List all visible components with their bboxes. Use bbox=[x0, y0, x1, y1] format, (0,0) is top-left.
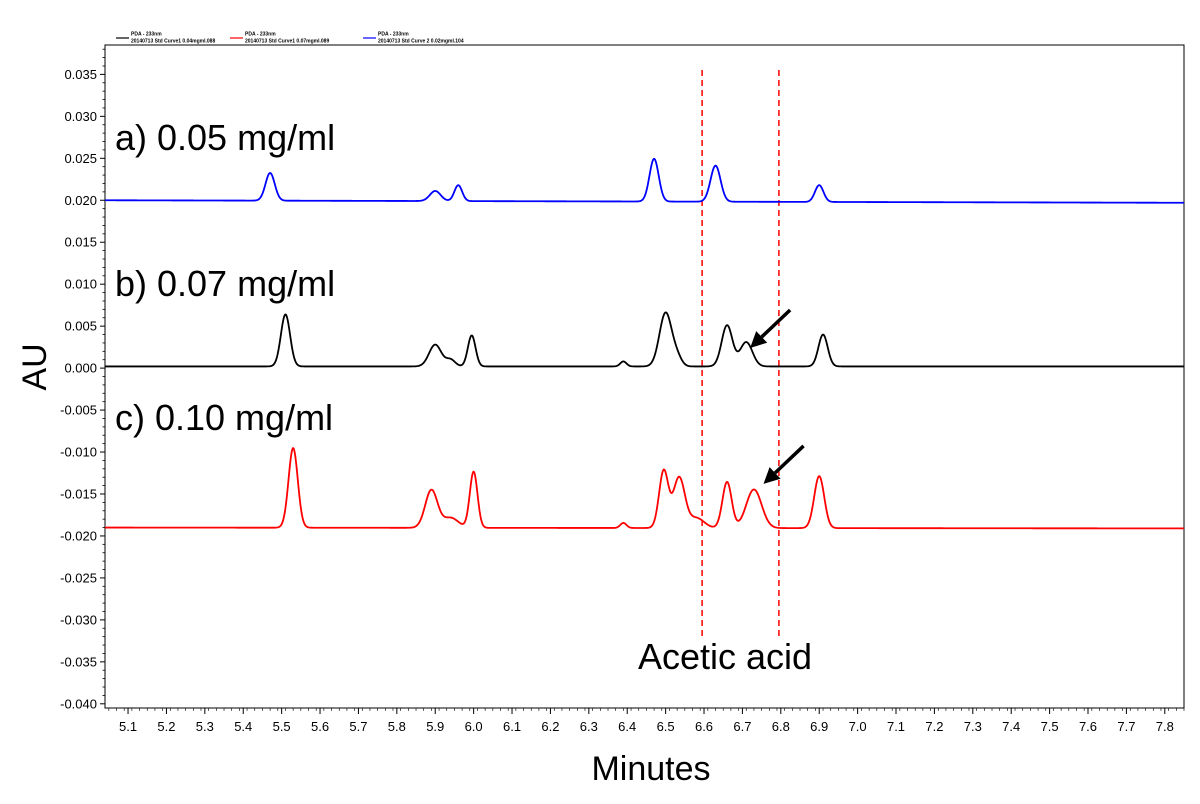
x-tick-label: 7.0 bbox=[849, 719, 867, 734]
y-tick-label: 0.005 bbox=[64, 319, 97, 334]
reference-lines bbox=[701, 70, 780, 638]
legend-entry-title: PDA - 233nm bbox=[378, 32, 409, 38]
x-tick-label: 7.8 bbox=[1156, 719, 1174, 734]
y-tick-label: 0.035 bbox=[64, 67, 97, 82]
x-tick-label: 7.7 bbox=[1117, 719, 1135, 734]
x-tick-label: 5.4 bbox=[234, 719, 252, 734]
x-tick-label: 6.5 bbox=[657, 719, 675, 734]
x-axis-title: Minutes bbox=[591, 750, 710, 788]
x-tick-label: 5.6 bbox=[311, 719, 329, 734]
annotation-arrow-shaft bbox=[773, 444, 805, 475]
legend-entry-title: PDA - 233nm bbox=[131, 32, 162, 38]
series-layer bbox=[104, 157, 1185, 530]
x-tick-label: 7.3 bbox=[964, 719, 982, 734]
x-tick-label: 6.9 bbox=[810, 719, 828, 734]
x-tick-label: 6.4 bbox=[618, 719, 636, 734]
annotation-arrow-head bbox=[763, 467, 781, 484]
series-line-1 bbox=[104, 311, 1185, 368]
y-tick-label: -0.015 bbox=[60, 486, 97, 501]
y-tick-label: 0.000 bbox=[64, 361, 97, 376]
annotation-arrow-head bbox=[750, 331, 768, 348]
x-tick-label: 5.5 bbox=[273, 719, 291, 734]
y-tick-label: -0.005 bbox=[60, 403, 97, 418]
y-axis: 0.035 0.030 0.025 0.020 0.015 0.010 0.005 0.000… bbox=[60, 48, 105, 711]
x-tick-label: 5.8 bbox=[388, 719, 406, 734]
x-tick-label: 5.2 bbox=[157, 719, 175, 734]
y-tick-label: 0.010 bbox=[64, 277, 97, 292]
y-tick-label: -0.020 bbox=[60, 528, 97, 543]
y-tick-label: 0.030 bbox=[64, 109, 97, 124]
x-tick-label: 6.1 bbox=[503, 719, 521, 734]
acetic-acid-label: Acetic acid bbox=[638, 636, 812, 677]
x-tick-label: 7.2 bbox=[925, 719, 943, 734]
y-tick-label: -0.040 bbox=[60, 696, 97, 711]
x-tick-label: 6.0 bbox=[465, 719, 483, 734]
legend-entry-name: 20140713 Std Curve 2 0.02mgml.104 bbox=[378, 39, 464, 45]
series-label: c) 0.10 mg/ml bbox=[115, 397, 333, 438]
annotation-arrow-shaft bbox=[760, 308, 792, 339]
x-axis: 5.1 5.2 5.3 5.4 5.5 5.6 5.7 5.8 5.9 6.0 6.1 6.2 6.3 6… bbox=[108, 708, 1185, 734]
x-tick-label: 6.6 bbox=[695, 719, 713, 734]
x-tick-label: 6.2 bbox=[541, 719, 559, 734]
x-tick-label: 5.3 bbox=[196, 719, 214, 734]
x-tick-label: 7.5 bbox=[1041, 719, 1059, 734]
series-line-2 bbox=[104, 447, 1185, 530]
y-axis-title: AU bbox=[16, 343, 54, 390]
series-labels: a) 0.05 mg/ml b) 0.07 mg/ml c) 0.10 mg/ml bbox=[115, 117, 335, 438]
y-tick-label: -0.035 bbox=[60, 654, 97, 669]
annotations: Acetic acid bbox=[638, 308, 812, 677]
series-label: a) 0.05 mg/ml bbox=[115, 117, 335, 158]
x-tick-label: 5.7 bbox=[349, 719, 367, 734]
y-tick-label: -0.025 bbox=[60, 570, 97, 585]
x-tick-label: 6.8 bbox=[772, 719, 790, 734]
x-tick-label: 6.7 bbox=[733, 719, 751, 734]
legend-entry-name: 20140713 Std Curve1 0.07mgml.089 bbox=[245, 39, 329, 45]
y-tick-label: 0.025 bbox=[64, 151, 97, 166]
x-tick-label: 5.9 bbox=[426, 719, 444, 734]
legend-entry-name: 20140713 Std Curve1 0.04mgml.088 bbox=[131, 39, 215, 45]
y-tick-label: 0.020 bbox=[64, 193, 97, 208]
series-line-0 bbox=[104, 157, 1185, 204]
y-tick-label: -0.010 bbox=[60, 445, 97, 460]
x-tick-label: 6.3 bbox=[580, 719, 598, 734]
y-tick-label: 0.015 bbox=[64, 235, 97, 250]
y-tick-label: -0.030 bbox=[60, 612, 97, 627]
legend-entry-title: PDA - 233nm bbox=[245, 32, 276, 38]
x-tick-label: 7.6 bbox=[1079, 719, 1097, 734]
x-tick-label: 7.4 bbox=[1002, 719, 1020, 734]
x-tick-label: 7.1 bbox=[887, 719, 905, 734]
x-tick-label: 5.1 bbox=[119, 719, 137, 734]
series-label: b) 0.07 mg/ml bbox=[115, 263, 335, 304]
